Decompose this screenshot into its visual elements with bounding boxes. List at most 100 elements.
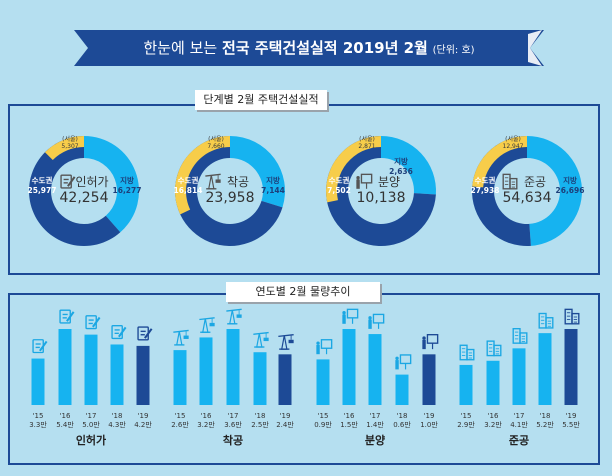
value-label: 3.2만 [197,420,215,429]
year-label: '17 [86,412,97,420]
donut-total: 10,138 [357,190,406,206]
bar [486,360,500,405]
year-label: '18 [255,412,266,420]
value-label: 0.9만 [314,420,332,429]
bar [368,334,382,405]
presentation-icon [356,173,373,189]
donut-slice-local [230,136,285,208]
donut-stage-name: 인허가 [75,175,108,189]
bar [278,354,292,405]
value-label: 2.5만 [251,420,269,429]
page-title: 한눈에 보는 전국 주택건설실적 2019년 2월 (단위: 호) [74,30,544,66]
title-prefix: 한눈에 보는 [143,39,218,57]
value-label: 0.6만 [393,420,411,429]
title-ribbon [74,30,544,66]
capital-label: 수도권 [475,175,496,185]
seoul-label: (서울) [359,135,375,143]
donut-total: 23,958 [206,190,255,206]
bar [564,329,578,405]
crane-icon [278,334,294,350]
year-label: '18 [112,412,123,420]
value-label: 1.4만 [366,420,384,429]
capital-value: 7,502 [327,186,351,195]
bar [199,337,213,405]
value-label: 4.3만 [108,420,126,429]
bar [253,352,267,405]
bar [395,374,409,405]
unit-label: (단위: 호) [432,45,475,56]
year-label: '15 [33,412,44,420]
bar [459,364,473,405]
local-label: 지방 [394,156,408,166]
crane-icon [226,308,242,325]
year-label: '16 [201,412,212,420]
donut-stage-name: 착공 [227,175,249,189]
local-label: 지방 [563,175,577,185]
bar [226,329,240,405]
seoul-label: (서울) [62,135,78,143]
year-label: '17 [228,412,239,420]
year-label: '16 [60,412,71,420]
crane-icon [253,331,269,348]
capital-value: 25,977 [28,186,57,195]
year-label: '19 [566,412,577,420]
seoul-value: 12,947 [503,143,524,150]
stage-section-title: 단계별 2월 주택건설실적 [195,90,327,110]
year-label: '19 [138,412,149,420]
document-pen-icon [60,174,76,189]
local-value: 7,144 [261,186,285,195]
year-label: '19 [424,412,435,420]
bar [173,350,187,405]
bar [422,354,436,405]
value-label: 3.3만 [29,420,47,429]
building-icon [512,328,528,344]
year-label: '16 [488,412,499,420]
year-label: '15 [175,412,186,420]
donut-slice-local [84,136,139,233]
bar [110,344,124,405]
bar [84,334,98,405]
donut-slice-capital [326,136,436,247]
donut-slice-seoul [175,136,230,215]
group-label: 착공 [223,433,243,447]
bar [316,359,330,405]
donut-slice-local [527,136,582,246]
year-label: '15 [461,412,472,420]
donut-total: 42,254 [60,190,109,206]
presentation-icon [395,354,412,370]
seoul-label: (서울) [208,135,224,143]
value-label: 4.2만 [134,420,152,429]
title-main: 전국 주택건설실적 2019년 2월 [221,39,428,57]
document-pen-icon [85,315,101,330]
bar [58,329,72,405]
building-icon [486,340,502,357]
capital-label: 수도권 [329,175,350,185]
local-label: 지방 [120,175,134,185]
group-label: 분양 [365,433,385,447]
local-value: 26,696 [556,186,585,195]
donut-stage-name: 분양 [378,175,400,189]
presentation-icon [368,313,385,329]
seoul-label: (서울) [505,135,521,143]
value-label: 1.5만 [340,420,358,429]
value-label: 2.4만 [276,420,294,429]
value-label: 2.6만 [171,420,189,429]
donut-stage-name: 준공 [524,175,546,189]
year-label: '16 [344,412,355,420]
document-pen-icon [137,326,153,341]
crane-icon [199,317,215,333]
value-label: 5.4만 [56,420,74,429]
year-label: '18 [397,412,408,420]
bar [538,333,552,405]
year-label: '18 [540,412,551,420]
value-label: 4.1만 [510,420,528,429]
